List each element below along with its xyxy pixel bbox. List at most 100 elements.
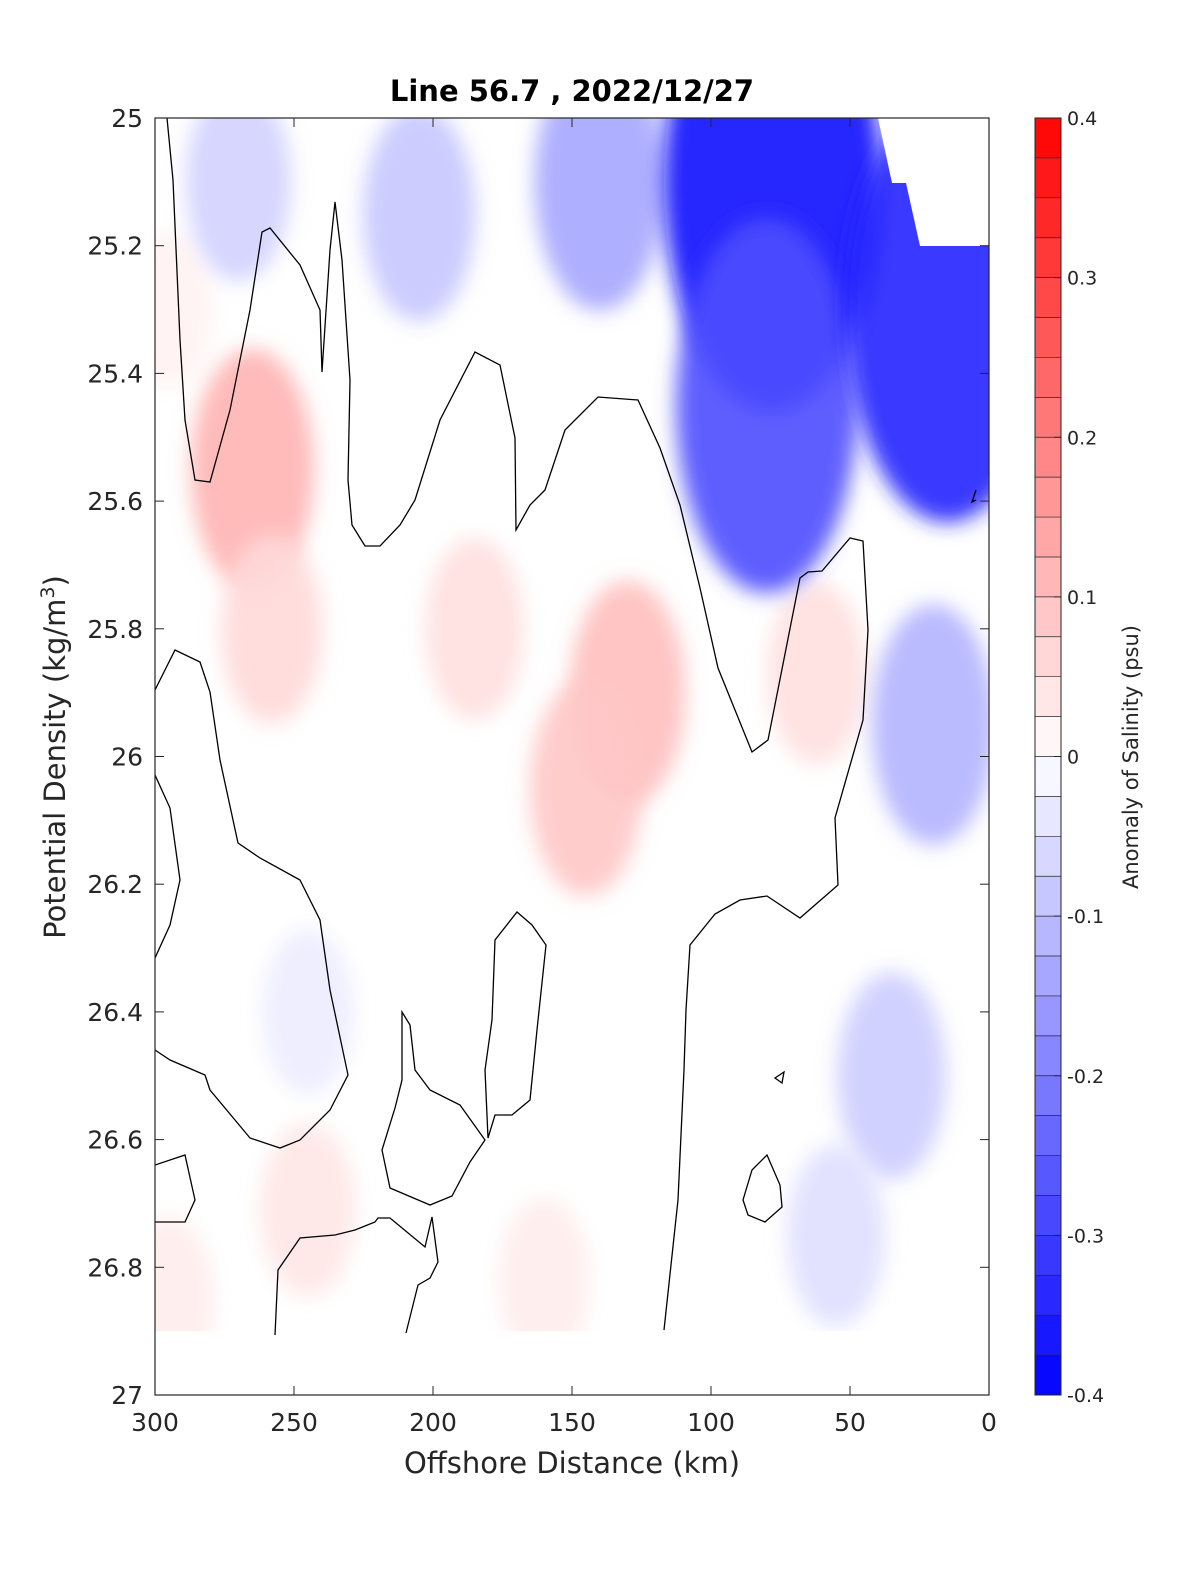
- anomaly-feature: [767, 582, 866, 765]
- y-axis-label-close: ): [38, 575, 72, 586]
- no-data-region: [878, 118, 989, 246]
- below-data-extent: [155, 1331, 989, 1395]
- anomaly-feature: [185, 118, 291, 282]
- colorbar-band: [1035, 157, 1061, 199]
- zero-contour: [381, 1009, 486, 1206]
- anomaly-feature: [837, 972, 947, 1180]
- zero-contour: [970, 489, 977, 504]
- colorbar-band: [1035, 676, 1061, 718]
- colorbar-tick-label: 0.3: [1067, 268, 1097, 290]
- anomaly-feature: [155, 231, 213, 388]
- colorbar-band: [1035, 397, 1061, 438]
- colorbar-tick-label: 0.4: [1067, 108, 1097, 130]
- colorbar-band: [1035, 1195, 1061, 1236]
- y-tick-label: 27: [111, 1381, 143, 1410]
- y-axis-label-superscript: 3: [37, 586, 59, 598]
- colorbar-band: [1035, 477, 1061, 518]
- x-axis: 300 250 200 150 100 50 0: [131, 118, 997, 1437]
- y-axis-label: Potential Density (kg/m3): [37, 575, 72, 939]
- colorbar-tick-label: 0.2: [1067, 427, 1097, 449]
- anomaly-feature: [676, 217, 857, 593]
- colorbar-band: [1035, 1275, 1061, 1316]
- zero-contour-lines: [155, 118, 977, 1336]
- anomaly-feature: [425, 537, 524, 720]
- y-tick-label: 25: [111, 104, 143, 133]
- y-tick-label: 25.2: [87, 232, 143, 261]
- colorbar-band: [1035, 1155, 1061, 1196]
- colorbar-band: [1035, 237, 1061, 279]
- anomaly-feature: [787, 1144, 886, 1327]
- colorbar: [1035, 118, 1061, 1396]
- anomaly-feature: [362, 118, 476, 322]
- x-tick-label: 300: [131, 1408, 179, 1437]
- y-tick-label: 26.8: [87, 1253, 143, 1282]
- anomaly-feature: [534, 118, 665, 311]
- zero-contour: [155, 1154, 196, 1223]
- colorbar-band: [1035, 517, 1061, 558]
- zero-contour: [166, 118, 869, 1331]
- colorbar-band: [1035, 1075, 1061, 1117]
- y-axis-label-main: Potential Density (kg/m: [38, 599, 72, 939]
- colorbar-band: [1035, 357, 1061, 398]
- colorbar-band: [1035, 556, 1061, 598]
- y-tick-label: 26.2: [87, 870, 143, 899]
- anomaly-feature: [498, 1197, 590, 1363]
- colorbar-tick-label: -0.3: [1067, 1225, 1104, 1247]
- x-tick-label: 150: [548, 1408, 596, 1437]
- y-tick-label: 26.6: [87, 1126, 143, 1155]
- anomaly-feature: [190, 348, 314, 590]
- colorbar-tick-label: 0: [1067, 747, 1079, 769]
- colorbar-band: [1035, 317, 1061, 358]
- colorbar-band: [1035, 197, 1061, 239]
- anomaly-feature: [220, 533, 323, 724]
- zero-contour: [773, 1070, 785, 1085]
- y-tick-label: 25.8: [87, 615, 143, 644]
- colorbar-band: [1035, 1115, 1061, 1157]
- anomaly-feature: [260, 1123, 356, 1297]
- colorbar-band: [1035, 118, 1061, 159]
- zero-contour: [155, 649, 349, 1149]
- anomaly-feature: [529, 680, 643, 897]
- colorbar-band: [1035, 1235, 1061, 1276]
- anomaly-feature: [262, 929, 354, 1095]
- zero-contour: [742, 1153, 783, 1223]
- zero-contour: [155, 774, 181, 959]
- y-tick-label: 26.4: [87, 998, 143, 1027]
- x-tick-label: 250: [270, 1408, 318, 1437]
- colorbar-band: [1035, 1315, 1061, 1356]
- chart-title: Line 56.7 , 2022/12/27: [390, 74, 754, 108]
- y-tick-label: 25.4: [87, 359, 143, 388]
- zero-contour: [484, 911, 547, 1139]
- zero-contour: [274, 1216, 439, 1336]
- y-tick-label: 25.6: [87, 487, 143, 516]
- colorbar-band: [1035, 995, 1061, 1037]
- colorbar-band: [1035, 1355, 1061, 1396]
- colorbar-tick-label: -0.1: [1067, 906, 1104, 928]
- anomaly-feature: [871, 604, 989, 845]
- x-tick-label: 0: [981, 1408, 997, 1437]
- colorbar-band: [1035, 796, 1061, 837]
- y-axis: 25 25.2 25.4 25.6 25.8 26 26.2 26.4 26.6 26.8 27: [87, 104, 989, 1410]
- x-axis-label: Offshore Distance (km): [404, 1446, 740, 1480]
- colorbar-tick-label: 0.1: [1067, 587, 1097, 609]
- colorbar-band: [1035, 836, 1061, 877]
- colorbar-tick-label: -0.4: [1067, 1385, 1104, 1407]
- colorbar-band: [1035, 636, 1061, 678]
- colorbar-band: [1035, 716, 1061, 757]
- x-tick-label: 200: [409, 1408, 457, 1437]
- colorbar-band: [1035, 277, 1061, 319]
- colorbar-band: [1035, 916, 1061, 957]
- x-tick-label: 50: [834, 1408, 866, 1437]
- colorbar-ticks: 0.4 0.3 0.2 0.1 0 -0.1 -0.2 -0.3 -0.4: [1054, 108, 1104, 1407]
- colorbar-band: [1035, 437, 1061, 478]
- colorbar-label: Anomaly of Salinity (psu): [1119, 625, 1143, 889]
- colorbar-band: [1035, 1035, 1061, 1077]
- colorbar-band: [1035, 956, 1061, 997]
- x-tick-label: 100: [687, 1408, 735, 1437]
- y-tick-label: 26: [111, 743, 143, 772]
- colorbar-band: [1035, 756, 1061, 797]
- colorbar-band: [1035, 596, 1061, 638]
- colorbar-band: [1035, 876, 1061, 917]
- colorbar-tick-label: -0.2: [1067, 1066, 1104, 1088]
